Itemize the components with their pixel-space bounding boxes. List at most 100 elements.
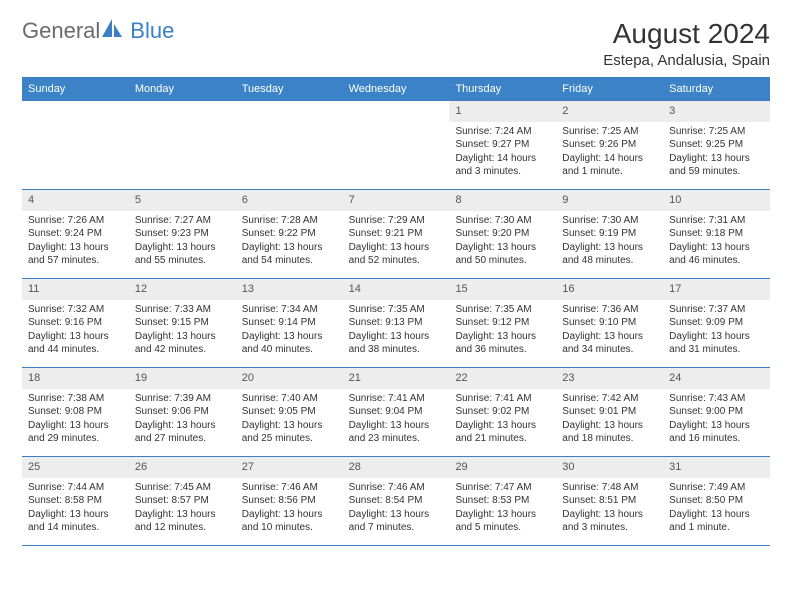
day-cell: 23Sunrise: 7:42 AMSunset: 9:01 PMDayligh… <box>556 368 663 456</box>
sunset-text: Sunset: 9:22 PM <box>242 227 337 241</box>
day-content: Sunrise: 7:34 AMSunset: 9:14 PMDaylight:… <box>236 300 343 362</box>
day-content: Sunrise: 7:27 AMSunset: 9:23 PMDaylight:… <box>129 211 236 273</box>
logo-sail-icon <box>102 19 128 44</box>
daylight-text: Daylight: 13 hours and 36 minutes. <box>455 330 550 357</box>
day-content: Sunrise: 7:42 AMSunset: 9:01 PMDaylight:… <box>556 389 663 451</box>
sunset-text: Sunset: 9:19 PM <box>562 227 657 241</box>
day-header-cell: Sunday <box>22 78 129 100</box>
day-number: 25 <box>22 457 129 478</box>
day-number: 6 <box>236 190 343 211</box>
day-cell: 9Sunrise: 7:30 AMSunset: 9:19 PMDaylight… <box>556 190 663 278</box>
sunset-text: Sunset: 9:10 PM <box>562 316 657 330</box>
sunset-text: Sunset: 9:15 PM <box>135 316 230 330</box>
day-content: Sunrise: 7:49 AMSunset: 8:50 PMDaylight:… <box>663 478 770 540</box>
logo-text-general: General <box>22 18 100 44</box>
sunrise-text: Sunrise: 7:31 AM <box>669 214 764 228</box>
day-content: Sunrise: 7:33 AMSunset: 9:15 PMDaylight:… <box>129 300 236 362</box>
daylight-text: Daylight: 13 hours and 16 minutes. <box>669 419 764 446</box>
day-content: Sunrise: 7:36 AMSunset: 9:10 PMDaylight:… <box>556 300 663 362</box>
day-cell: 28Sunrise: 7:46 AMSunset: 8:54 PMDayligh… <box>343 457 450 545</box>
sunset-text: Sunset: 8:56 PM <box>242 494 337 508</box>
daylight-text: Daylight: 13 hours and 42 minutes. <box>135 330 230 357</box>
day-content: Sunrise: 7:40 AMSunset: 9:05 PMDaylight:… <box>236 389 343 451</box>
day-cell: 10Sunrise: 7:31 AMSunset: 9:18 PMDayligh… <box>663 190 770 278</box>
sunset-text: Sunset: 9:26 PM <box>562 138 657 152</box>
day-number: 5 <box>129 190 236 211</box>
day-content: Sunrise: 7:32 AMSunset: 9:16 PMDaylight:… <box>22 300 129 362</box>
sunrise-text: Sunrise: 7:33 AM <box>135 303 230 317</box>
day-content: Sunrise: 7:39 AMSunset: 9:06 PMDaylight:… <box>129 389 236 451</box>
day-number: 15 <box>449 279 556 300</box>
day-cell: 24Sunrise: 7:43 AMSunset: 9:00 PMDayligh… <box>663 368 770 456</box>
day-cell: 31Sunrise: 7:49 AMSunset: 8:50 PMDayligh… <box>663 457 770 545</box>
daylight-text: Daylight: 13 hours and 10 minutes. <box>242 508 337 535</box>
day-cell <box>22 101 129 189</box>
sunrise-text: Sunrise: 7:30 AM <box>562 214 657 228</box>
day-header-cell: Wednesday <box>343 78 450 100</box>
day-number: 23 <box>556 368 663 389</box>
daylight-text: Daylight: 13 hours and 34 minutes. <box>562 330 657 357</box>
daylight-text: Daylight: 13 hours and 21 minutes. <box>455 419 550 446</box>
day-number: 16 <box>556 279 663 300</box>
day-cell <box>236 101 343 189</box>
sunset-text: Sunset: 8:57 PM <box>135 494 230 508</box>
day-content: Sunrise: 7:35 AMSunset: 9:12 PMDaylight:… <box>449 300 556 362</box>
day-number: 21 <box>343 368 450 389</box>
week-row: 25Sunrise: 7:44 AMSunset: 8:58 PMDayligh… <box>22 456 770 545</box>
daylight-text: Daylight: 13 hours and 59 minutes. <box>669 152 764 179</box>
sunrise-text: Sunrise: 7:46 AM <box>349 481 444 495</box>
day-cell: 6Sunrise: 7:28 AMSunset: 9:22 PMDaylight… <box>236 190 343 278</box>
sunrise-text: Sunrise: 7:25 AM <box>669 125 764 139</box>
day-number: 2 <box>556 101 663 122</box>
day-content: Sunrise: 7:45 AMSunset: 8:57 PMDaylight:… <box>129 478 236 540</box>
day-header-cell: Thursday <box>449 78 556 100</box>
day-cell: 15Sunrise: 7:35 AMSunset: 9:12 PMDayligh… <box>449 279 556 367</box>
sunrise-text: Sunrise: 7:42 AM <box>562 392 657 406</box>
day-number: 28 <box>343 457 450 478</box>
day-number: 18 <box>22 368 129 389</box>
sunrise-text: Sunrise: 7:44 AM <box>28 481 123 495</box>
day-cell <box>129 101 236 189</box>
daylight-text: Daylight: 13 hours and 23 minutes. <box>349 419 444 446</box>
day-content: Sunrise: 7:41 AMSunset: 9:04 PMDaylight:… <box>343 389 450 451</box>
day-number: 13 <box>236 279 343 300</box>
day-cell: 13Sunrise: 7:34 AMSunset: 9:14 PMDayligh… <box>236 279 343 367</box>
day-cell: 8Sunrise: 7:30 AMSunset: 9:20 PMDaylight… <box>449 190 556 278</box>
sunrise-text: Sunrise: 7:47 AM <box>455 481 550 495</box>
day-number: 14 <box>343 279 450 300</box>
day-number: 30 <box>556 457 663 478</box>
day-cell: 7Sunrise: 7:29 AMSunset: 9:21 PMDaylight… <box>343 190 450 278</box>
day-cell: 29Sunrise: 7:47 AMSunset: 8:53 PMDayligh… <box>449 457 556 545</box>
sunset-text: Sunset: 9:12 PM <box>455 316 550 330</box>
daylight-text: Daylight: 13 hours and 29 minutes. <box>28 419 123 446</box>
day-number: 19 <box>129 368 236 389</box>
daylight-text: Daylight: 13 hours and 38 minutes. <box>349 330 444 357</box>
day-number: 26 <box>129 457 236 478</box>
location-text: Estepa, Andalusia, Spain <box>603 52 770 69</box>
day-cell: 11Sunrise: 7:32 AMSunset: 9:16 PMDayligh… <box>22 279 129 367</box>
day-number: 24 <box>663 368 770 389</box>
sunrise-text: Sunrise: 7:49 AM <box>669 481 764 495</box>
sunset-text: Sunset: 8:50 PM <box>669 494 764 508</box>
day-cell: 26Sunrise: 7:45 AMSunset: 8:57 PMDayligh… <box>129 457 236 545</box>
sunrise-text: Sunrise: 7:35 AM <box>349 303 444 317</box>
day-number: 20 <box>236 368 343 389</box>
daylight-text: Daylight: 13 hours and 48 minutes. <box>562 241 657 268</box>
day-cell: 12Sunrise: 7:33 AMSunset: 9:15 PMDayligh… <box>129 279 236 367</box>
sunrise-text: Sunrise: 7:41 AM <box>455 392 550 406</box>
day-content: Sunrise: 7:47 AMSunset: 8:53 PMDaylight:… <box>449 478 556 540</box>
daylight-text: Daylight: 13 hours and 46 minutes. <box>669 241 764 268</box>
sunrise-text: Sunrise: 7:26 AM <box>28 214 123 228</box>
day-cell: 4Sunrise: 7:26 AMSunset: 9:24 PMDaylight… <box>22 190 129 278</box>
day-cell: 18Sunrise: 7:38 AMSunset: 9:08 PMDayligh… <box>22 368 129 456</box>
daylight-text: Daylight: 13 hours and 18 minutes. <box>562 419 657 446</box>
month-title: August 2024 <box>603 18 770 50</box>
day-header-cell: Monday <box>129 78 236 100</box>
day-cell: 20Sunrise: 7:40 AMSunset: 9:05 PMDayligh… <box>236 368 343 456</box>
day-content: Sunrise: 7:30 AMSunset: 9:20 PMDaylight:… <box>449 211 556 273</box>
sunrise-text: Sunrise: 7:30 AM <box>455 214 550 228</box>
sunset-text: Sunset: 9:13 PM <box>349 316 444 330</box>
day-content: Sunrise: 7:25 AMSunset: 9:25 PMDaylight:… <box>663 122 770 184</box>
day-number: 10 <box>663 190 770 211</box>
sunset-text: Sunset: 9:04 PM <box>349 405 444 419</box>
